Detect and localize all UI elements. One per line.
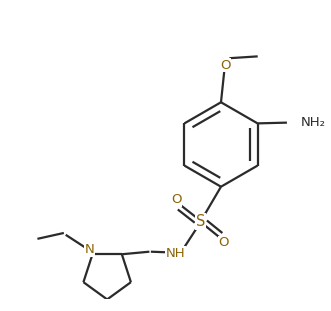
Text: N: N [85, 243, 94, 256]
Text: S: S [196, 214, 206, 229]
Text: O: O [220, 59, 231, 72]
Text: O: O [218, 236, 229, 249]
Text: NH₂: NH₂ [301, 116, 325, 129]
Text: NH: NH [165, 247, 185, 260]
Text: O: O [171, 193, 182, 206]
